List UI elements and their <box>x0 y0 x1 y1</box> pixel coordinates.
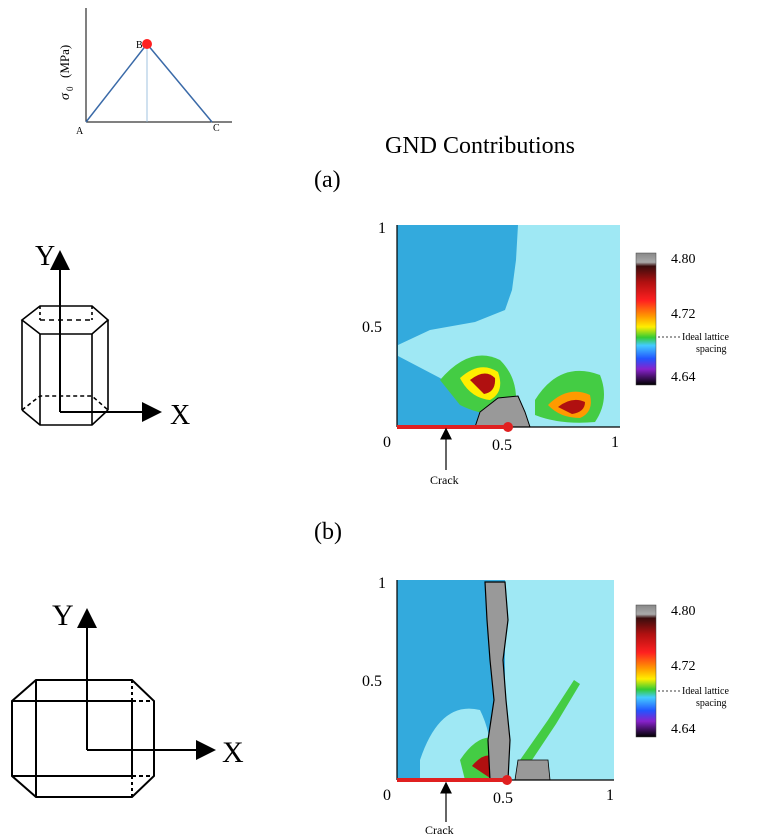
map-a-cbar-min: 4.64 <box>671 370 696 385</box>
map-a-colorbar <box>635 252 657 386</box>
figure-title: GND Contributions <box>385 133 576 159</box>
map-a-crack-label: Crack <box>430 473 459 487</box>
panel-b-label: (b) <box>314 519 342 545</box>
map-a-cbar-mid: 4.72 <box>671 307 696 322</box>
panel-a-label: (a) <box>314 167 341 193</box>
crystal-a-axes: Y X <box>35 241 190 431</box>
map-a-xtick-0: 0 <box>383 434 391 451</box>
point-b-label: B <box>136 40 143 51</box>
crystal-b-orientation <box>11 679 155 798</box>
map-b-cbar-max: 4.80 <box>671 604 696 619</box>
map-a-cbar-max: 4.80 <box>671 252 696 267</box>
map-a-crack-tip <box>503 422 513 432</box>
map-a-xtick-1: 1 <box>611 434 619 451</box>
contour-map-b: 1 0.5 0 0.5 1 Crack 4.80 4.72 4.64 Ideal… <box>362 575 729 837</box>
contour-map-a: 1 0.5 0 0.5 1 Crack 4.80 4.72 4.64 Ideal… <box>362 220 729 487</box>
map-b-green-streak <box>520 680 580 766</box>
load-diagram: B A C σ 0 (MPa) <box>57 8 232 137</box>
crystal-a-orientation <box>20 305 110 426</box>
map-a-ytick-1: 1 <box>378 220 386 237</box>
map-b-ytick-05: 0.5 <box>362 673 382 690</box>
map-a-ideal-label-1: Ideal lattice <box>682 332 729 343</box>
crystal-b-axes: Y X <box>52 599 244 769</box>
map-b-xtick-1: 1 <box>606 787 614 804</box>
load-ramp-up-line <box>85 43 148 123</box>
map-b-xtick-0: 0 <box>383 787 391 804</box>
stress-unit: (MPa) <box>57 45 72 78</box>
map-b-crack-tip <box>502 775 512 785</box>
load-ramp-down-line <box>146 43 213 123</box>
sigma-symbol: σ <box>58 92 73 100</box>
map-b-crack-label: Crack <box>425 823 454 837</box>
crystal-a-top-face <box>20 305 110 335</box>
sigma-subscript: 0 <box>65 86 75 91</box>
map-b-cbar-mid: 4.72 <box>671 659 696 674</box>
crystal-b-front-face <box>35 700 133 777</box>
point-c-label: C <box>213 123 220 134</box>
map-b-cbar-min: 4.64 <box>671 722 696 737</box>
map-b-ideal-label-2: spacing <box>696 698 727 709</box>
map-a-red-core-left <box>470 373 496 394</box>
map-b-light-region <box>505 580 614 780</box>
map-a-ytick-05: 0.5 <box>362 319 382 336</box>
map-a-xtick-05: 0.5 <box>492 437 512 454</box>
map-a-ideal-label-2: spacing <box>696 344 727 355</box>
map-b-colorbar <box>635 604 657 738</box>
crystal-b-x-label: X <box>222 736 244 769</box>
map-b-ideal-label-1: Ideal lattice <box>682 686 729 697</box>
crystal-a-y-label: Y <box>35 241 55 272</box>
map-b-gray-patch <box>514 759 551 781</box>
map-b-xtick-05: 0.5 <box>493 790 513 807</box>
load-peak-marker <box>142 39 152 49</box>
crystal-b-y-label: Y <box>52 599 74 632</box>
map-a-red-core-right <box>558 399 585 414</box>
map-b-ytick-1: 1 <box>378 575 386 592</box>
crystal-a-x-label: X <box>170 400 190 431</box>
point-a-label: A <box>76 126 84 137</box>
load-y-axis-label: σ 0 (MPa) <box>57 45 75 100</box>
